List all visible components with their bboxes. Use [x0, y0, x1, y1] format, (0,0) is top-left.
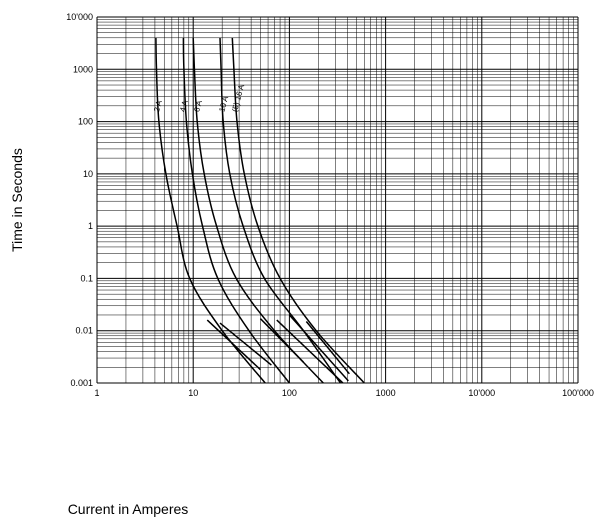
y-tick-label: 0.001 — [70, 378, 93, 388]
y-tick-label: 10 — [83, 169, 93, 179]
x-tick-label: 10'000 — [468, 388, 495, 398]
curve-label: 4 A — [178, 99, 190, 113]
fuse-curve — [231, 37, 365, 384]
fuse-curve — [182, 37, 290, 384]
let-through-line — [206, 319, 261, 371]
grid — [96, 16, 579, 384]
x-tick-label: 10 — [188, 388, 198, 398]
x-axis-title: Current in Amperes — [68, 501, 189, 517]
y-tick-label: 1 — [88, 221, 93, 231]
let-through-line — [276, 319, 344, 384]
x-tick-label: 1000 — [376, 388, 396, 398]
y-tick-label: 10'000 — [66, 12, 93, 22]
let-through-line — [288, 314, 349, 382]
x-tick-label: 1 — [94, 388, 99, 398]
y-axis-title: Time in Seconds — [9, 148, 25, 252]
curve-label: 6 A — [192, 99, 204, 113]
let-through-line — [219, 322, 272, 366]
fuse-curve — [155, 37, 266, 384]
y-tick-label: 0.1 — [80, 273, 93, 283]
y-tick-label: 1000 — [73, 64, 93, 74]
x-tick-label: 100'000 — [562, 388, 594, 398]
fuse-curve — [192, 37, 324, 384]
let-through-line — [305, 321, 350, 375]
curve-label: 10 A — [217, 94, 230, 112]
y-tick-label: 100 — [78, 117, 93, 127]
curve-label: (5) 16 A — [230, 83, 246, 113]
curve-label: 2 A — [152, 99, 164, 113]
y-tick-label: 0.01 — [75, 326, 93, 336]
x-tick-label: 100 — [282, 388, 297, 398]
tick-labels: 1 10 100 1000 10'000 100'00010'00010001001010… — [66, 12, 594, 398]
let-through-line — [259, 318, 304, 363]
